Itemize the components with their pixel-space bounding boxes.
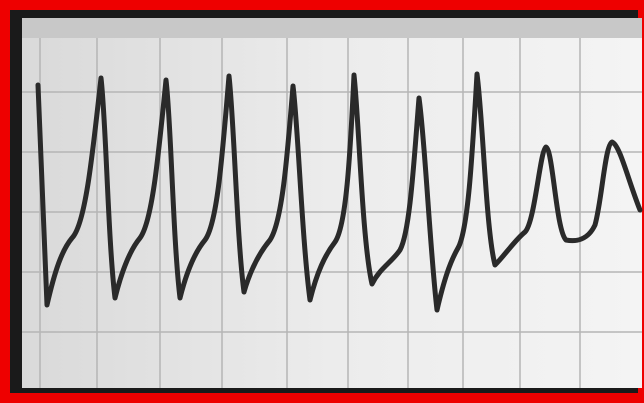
screen bbox=[22, 18, 642, 388]
status-bar bbox=[22, 18, 642, 38]
waveform bbox=[35, 71, 643, 313]
